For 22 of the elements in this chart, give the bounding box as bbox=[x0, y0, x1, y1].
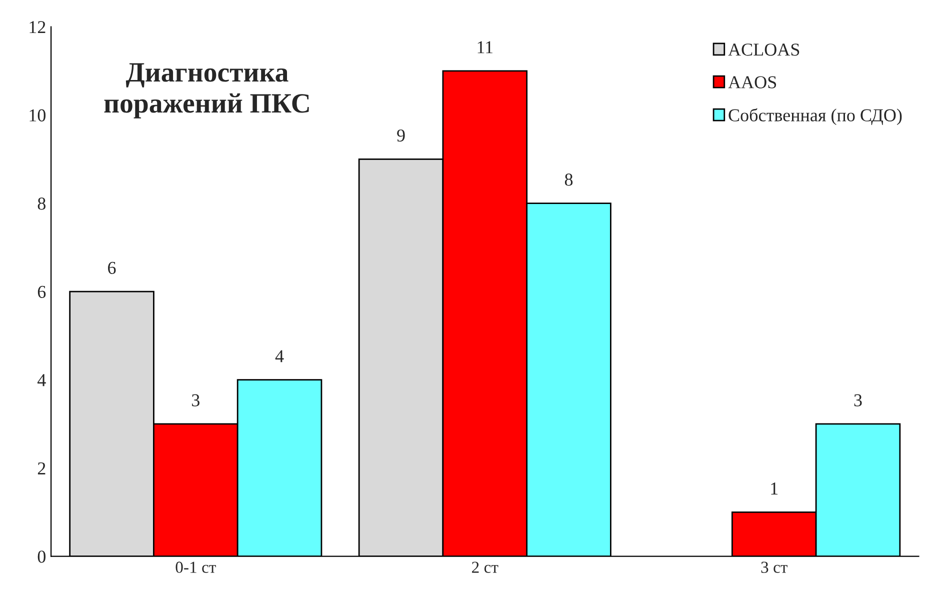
y-tick-label: 12 bbox=[30, 21, 46, 34]
legend-label: AAOS bbox=[728, 76, 776, 88]
data-label: 11 bbox=[478, 41, 492, 54]
y-tick-label: 8 bbox=[38, 198, 46, 210]
data-label: 8 bbox=[564, 174, 573, 186]
data-label: 1 bbox=[771, 482, 778, 494]
y-tick-label: 6 bbox=[38, 286, 46, 298]
text: Диагностика поражений ПКС bbox=[104, 63, 309, 118]
x-tick-label: 3 ст bbox=[761, 562, 788, 573]
y-tick-label: 10 bbox=[30, 109, 46, 122]
data-label: 3 bbox=[192, 394, 200, 406]
y-tick-label: 0 bbox=[38, 550, 46, 563]
data-label: 6 bbox=[108, 262, 116, 274]
x-tick-label: 0-1 ст bbox=[176, 562, 216, 573]
data-label: 9 bbox=[397, 129, 405, 142]
legend-label: Собственная (по СДО) bbox=[728, 108, 902, 126]
legend-label: ACLOAS bbox=[728, 44, 800, 56]
data-label: 4 bbox=[275, 350, 284, 362]
data-label: 3 bbox=[854, 394, 862, 406]
y-tick-label: 4 bbox=[38, 374, 46, 386]
y-tick-label: 2 bbox=[38, 462, 46, 474]
x-tick-label: 2 ст bbox=[472, 562, 498, 573]
